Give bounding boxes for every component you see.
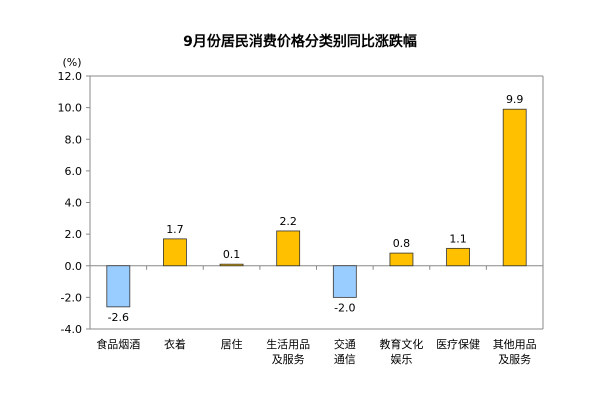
category-label: 交通 xyxy=(334,337,356,351)
bar xyxy=(276,230,301,267)
y-tick-label: 6.0 xyxy=(65,165,83,178)
y-tick-label: 0.0 xyxy=(65,260,83,273)
bar xyxy=(332,265,357,298)
y-tick-label: -4.0 xyxy=(61,323,82,336)
data-label: -2.6 xyxy=(108,311,129,324)
category-label: 医疗保健 xyxy=(436,337,480,351)
y-tick-label: 12.0 xyxy=(58,70,83,83)
y-tick-label: -2.0 xyxy=(61,291,82,304)
y-tick-label: 2.0 xyxy=(65,228,83,241)
category-label: 教育文化 xyxy=(379,337,423,351)
data-label: 1.7 xyxy=(166,223,184,236)
bar xyxy=(163,238,187,267)
chart-title: 9月份居民消费价格分类别同比涨跌幅 xyxy=(183,33,417,50)
y-axis-unit: (%) xyxy=(62,56,81,69)
category-label: 居住 xyxy=(221,337,243,351)
bar xyxy=(446,247,470,267)
data-label: 0.1 xyxy=(223,248,241,261)
category-label: 衣着 xyxy=(164,337,186,351)
bar xyxy=(502,108,527,267)
y-tick-label: 10.0 xyxy=(58,102,83,115)
data-label: 9.9 xyxy=(506,93,524,106)
y-tick-label: 8.0 xyxy=(65,133,83,146)
category-label: 其他用品 xyxy=(493,338,537,351)
bar xyxy=(389,252,414,267)
category-label: 及服务 xyxy=(498,353,531,366)
data-label: -2.0 xyxy=(334,301,355,314)
y-tick-label: 4.0 xyxy=(65,197,83,210)
category-label: 娱乐 xyxy=(390,352,412,366)
category-label: 食品烟酒 xyxy=(96,337,140,351)
bar xyxy=(106,265,131,308)
bar xyxy=(219,263,244,267)
data-label: 1.1 xyxy=(449,232,467,245)
category-label: 生活用品 xyxy=(266,337,310,351)
data-label: 0.8 xyxy=(393,237,411,250)
data-label: 2.2 xyxy=(279,215,297,228)
plot-area: 12.0 10.0 8.0 6.0 4.0 2.0 0.0 -2.0 -4.0 -2.6 食品烟酒 1… xyxy=(58,70,544,366)
category-label: 及服务 xyxy=(272,353,305,366)
category-label: 通信 xyxy=(334,353,356,366)
